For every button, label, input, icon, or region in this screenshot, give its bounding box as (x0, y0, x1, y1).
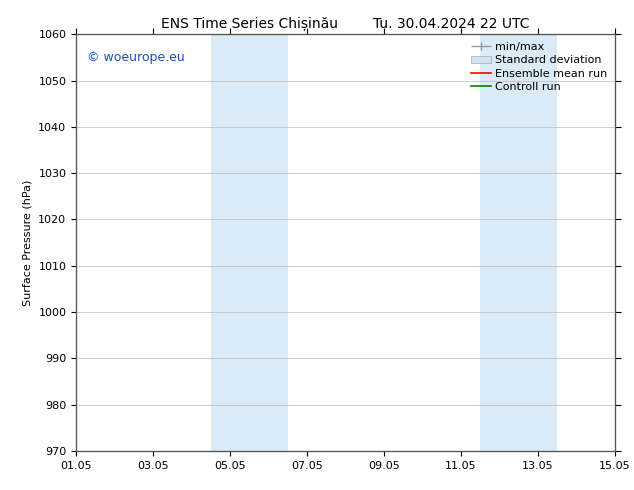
Bar (480, 34, 557, 451)
Y-axis label: Surface Pressure (hPa): Surface Pressure (hPa) (23, 179, 33, 306)
Title: ENS Time Series Chișinău        Tu. 30.04.2024 22 UTC: ENS Time Series Chișinău Tu. 30.04.2024 … (161, 16, 530, 30)
Text: © woeurope.eu: © woeurope.eu (87, 51, 184, 64)
Legend: min/max, Standard deviation, Ensemble mean run, Controll run: min/max, Standard deviation, Ensemble me… (466, 38, 612, 97)
Bar (210, 34, 288, 451)
